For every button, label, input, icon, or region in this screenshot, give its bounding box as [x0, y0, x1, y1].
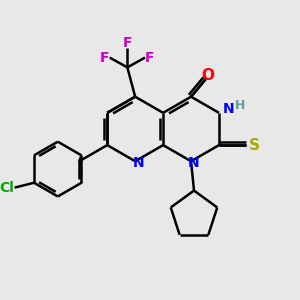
Text: S: S: [249, 138, 260, 153]
Text: H: H: [235, 98, 246, 112]
Text: N: N: [188, 156, 200, 170]
Text: F: F: [123, 36, 132, 50]
Text: F: F: [100, 51, 110, 64]
Text: N: N: [132, 156, 144, 170]
Text: F: F: [145, 51, 154, 64]
Text: N: N: [223, 102, 235, 116]
Text: O: O: [201, 68, 214, 83]
Text: Cl: Cl: [0, 181, 14, 195]
